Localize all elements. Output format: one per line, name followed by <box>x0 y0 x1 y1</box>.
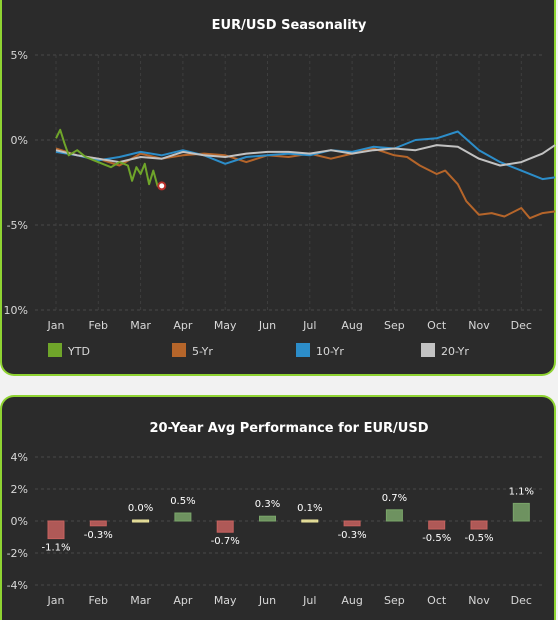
bar-data-label: 0.7% <box>382 493 407 504</box>
x-tick-label: Mar <box>130 319 151 332</box>
y-tick-label: 5% <box>11 49 28 62</box>
bar <box>343 520 361 527</box>
bar <box>385 509 403 522</box>
bar <box>132 519 150 523</box>
bar-data-label: -1.1% <box>41 543 70 554</box>
legend-label: 20-Yr <box>441 345 469 358</box>
series-line <box>55 144 556 167</box>
legend-swatch <box>421 343 435 357</box>
x-tick-label: Oct <box>427 594 447 607</box>
x-tick-label: Apr <box>173 594 193 607</box>
bar-data-label: -0.5% <box>422 533 451 544</box>
bar <box>428 520 446 530</box>
bar-data-label: 1.1% <box>509 486 534 497</box>
bar <box>89 520 107 527</box>
x-tick-label: Oct <box>427 319 447 332</box>
y-tick-label: 2% <box>11 483 28 496</box>
series-line <box>55 128 162 187</box>
y-tick-label: -2% <box>7 547 28 560</box>
bar-data-label: 0.1% <box>297 503 322 514</box>
y-tick-label: 4% <box>11 451 28 464</box>
x-tick-label: Nov <box>468 319 490 332</box>
x-tick-label: Aug <box>341 594 362 607</box>
x-tick-label: Jul <box>302 594 316 607</box>
series-line <box>55 130 556 181</box>
avg-performance-panel <box>0 395 556 620</box>
bar <box>47 520 65 540</box>
legend-swatch <box>296 343 310 357</box>
bar-data-label: -0.5% <box>464 533 493 544</box>
bar-data-label: -0.3% <box>338 530 367 541</box>
bar <box>216 520 234 533</box>
x-tick-label: Jan <box>47 319 65 332</box>
legend-label: YTD <box>67 345 90 358</box>
x-tick-label: Feb <box>89 319 108 332</box>
avg-performance-chart-title: 20-Year Avg Performance for EUR/USD <box>149 421 428 436</box>
x-tick-label: Feb <box>89 594 108 607</box>
bar-data-label: 0.0% <box>128 503 153 514</box>
seasonality-chart: EUR/USD Seasonality 5% 0% -5% 10% Jan Feb Mar A… <box>4 18 556 358</box>
x-tick-label: Jan <box>47 594 65 607</box>
x-tick-label: Jun <box>258 594 276 607</box>
y-tick-label: 0% <box>11 134 28 147</box>
bar <box>470 520 488 530</box>
legend-label: 5-Yr <box>192 345 213 358</box>
bar-data-label: -0.7% <box>211 536 240 547</box>
x-tick-label: Jun <box>258 319 276 332</box>
y-tick-label: -4% <box>7 579 28 592</box>
x-tick-label: Sep <box>384 319 405 332</box>
x-tick-label: Dec <box>511 594 532 607</box>
bar <box>259 515 276 522</box>
bar <box>174 512 192 522</box>
x-tick-label: Apr <box>173 319 193 332</box>
x-tick-label: Aug <box>341 319 362 332</box>
legend-swatch <box>48 343 62 357</box>
x-tick-label: Jul <box>302 319 316 332</box>
x-tick-label: Mar <box>130 594 151 607</box>
x-tick-label: Dec <box>511 319 532 332</box>
y-tick-label: 0% <box>11 515 28 528</box>
bar-data-label: -0.3% <box>84 530 113 541</box>
x-tick-label: May <box>214 319 237 332</box>
bar <box>512 502 530 522</box>
y-tick-label: -5% <box>7 219 28 232</box>
legend-label: 10-Yr <box>316 345 344 358</box>
bar-data-label: 0.3% <box>255 499 280 510</box>
ytd-end-point <box>157 181 167 191</box>
bar <box>301 519 319 523</box>
seasonality-chart-title: EUR/USD Seasonality <box>212 18 367 33</box>
x-tick-label: Nov <box>468 594 490 607</box>
y-tick-label: 10% <box>4 304 28 317</box>
bar-data-label: 0.5% <box>170 496 195 507</box>
x-tick-label: May <box>214 594 237 607</box>
x-tick-label: Sep <box>384 594 405 607</box>
legend-swatch <box>172 343 186 357</box>
seasonality-panel <box>0 0 556 376</box>
